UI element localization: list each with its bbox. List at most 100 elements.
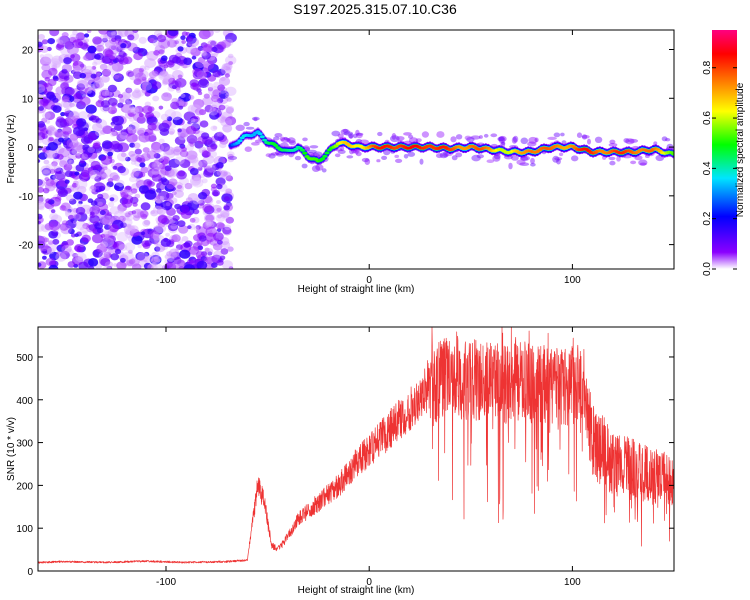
noise-blob: [183, 264, 196, 269]
ridge-halo-blob: [415, 138, 422, 143]
ridge-halo-blob: [285, 138, 291, 142]
noise-blob: [198, 159, 208, 168]
noise-blob: [131, 90, 142, 98]
ridge-halo-blob: [628, 138, 639, 143]
colorbar-gradient: [712, 30, 737, 269]
noise-blob: [51, 61, 61, 69]
ridge-halo-blob: [513, 135, 519, 143]
noise-blob: [172, 116, 183, 126]
noise-blob: [38, 145, 43, 151]
snr-panel: -100 0 100 0 100 200 300 400 500 Height of strai…: [6, 326, 675, 596]
noise-blob: [180, 93, 186, 99]
noise-blob: [150, 209, 159, 217]
noise-blob: [182, 64, 188, 69]
noise-blob: [130, 106, 140, 114]
ridge-halo-blob: [235, 124, 245, 131]
noise-blob: [209, 111, 220, 120]
noise-blob: [127, 109, 137, 117]
noise-blob: [63, 57, 72, 65]
noise-blob: [41, 69, 53, 79]
noise-blob: [222, 124, 233, 133]
noise-blob: [76, 79, 88, 88]
noise-blob: [178, 265, 185, 269]
noise-blob: [111, 116, 119, 123]
noise-blob: [85, 104, 97, 114]
noise-blob: [114, 248, 122, 255]
noise-blob: [181, 236, 189, 242]
snr-y-tick-label: 0: [27, 567, 33, 578]
noise-blob: [227, 246, 234, 252]
noise-blob: [59, 250, 70, 260]
noise-blob: [56, 153, 64, 160]
noise-blob: [75, 252, 87, 263]
noise-blob: [55, 86, 66, 95]
noise-blob: [127, 126, 133, 131]
noise-blob: [55, 252, 67, 262]
noise-blob: [86, 89, 92, 94]
noise-blob: [103, 233, 111, 240]
noise-blob: [51, 209, 56, 214]
noise-blob: [130, 104, 136, 109]
ridge-halo-blob: [340, 146, 345, 152]
noise-blob: [129, 176, 137, 183]
noise-blob: [216, 200, 221, 204]
noise-blob: [139, 162, 146, 168]
noise-blob: [98, 30, 109, 35]
noise-blob: [210, 125, 218, 132]
noise-blob: [188, 95, 195, 100]
colorbar-label: Normalized spectral amplitude: [735, 82, 746, 217]
noise-blob: [221, 171, 232, 180]
noise-blob: [167, 30, 179, 37]
noise-blob: [198, 109, 207, 116]
noise-blob: [189, 167, 199, 176]
noise-blob: [148, 230, 160, 239]
noise-blob: [118, 51, 126, 58]
noise-blob: [42, 53, 54, 63]
ridge-segment: [302, 151, 308, 155]
noise-blob: [119, 132, 128, 140]
noise-blob: [211, 94, 220, 103]
ridge-halo-blob: [608, 156, 616, 161]
ridge-halo-blob: [519, 162, 530, 166]
noise-blob: [150, 256, 161, 265]
noise-blob: [102, 125, 113, 134]
ridge-halo-blob: [227, 155, 238, 161]
ridge-halo-blob: [251, 142, 260, 146]
ridge-halo-blob: [301, 163, 308, 169]
ridge-halo-blob: [348, 133, 354, 139]
ridge-halo-blob: [451, 155, 458, 161]
noise-blob: [220, 76, 226, 82]
snr-y-tick-label: 500: [16, 353, 33, 364]
ridge-halo-blob: [352, 133, 358, 139]
noise-blob: [153, 166, 160, 172]
noise-blob: [92, 229, 98, 234]
noise-blob: [192, 68, 202, 76]
noise-blob: [102, 37, 108, 43]
noise-blob: [153, 161, 163, 170]
noise-blob: [120, 129, 129, 136]
noise-blob: [75, 179, 88, 190]
colorbar-tick-label: 0.2: [702, 211, 713, 225]
noise-blob: [210, 56, 216, 61]
noise-blob: [44, 77, 50, 82]
noise-blob: [54, 168, 61, 174]
colorbar-tick-label: 0.4: [702, 161, 713, 175]
noise-blob: [197, 78, 210, 89]
noise-blob: [38, 136, 44, 144]
noise-blob: [151, 257, 159, 263]
noise-blob: [161, 80, 168, 86]
noise-blob: [190, 47, 197, 53]
noise-blob: [114, 74, 119, 80]
noise-blob: [193, 226, 200, 231]
noise-blob: [123, 225, 135, 235]
noise-blob: [61, 220, 69, 226]
noise-blob: [116, 231, 129, 242]
noise-blob: [38, 201, 42, 205]
noise-blob: [128, 258, 136, 265]
noise-blob: [163, 237, 169, 242]
noise-blob: [206, 240, 212, 244]
noise-blob: [225, 107, 234, 114]
snr-y-label: SNR (10 * v/v): [6, 417, 17, 481]
noise-blob: [137, 252, 149, 262]
